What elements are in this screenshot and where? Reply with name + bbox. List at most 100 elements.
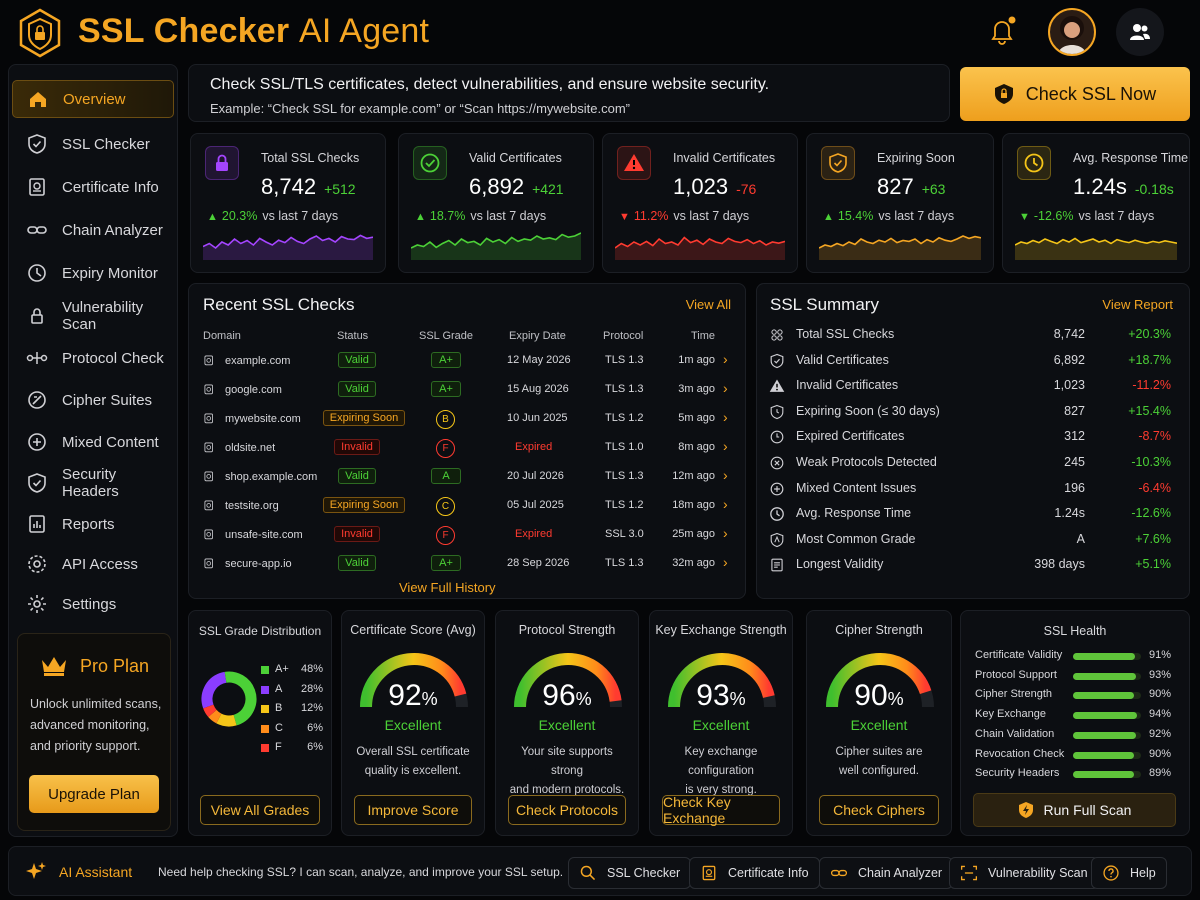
summary-delta: -6.4% <box>1138 480 1171 495</box>
pro-plan-title: Pro Plan <box>80 656 150 676</box>
sidebar-item-protocol-check[interactable]: Protocol Check <box>12 339 174 377</box>
view-all-link[interactable]: View All <box>685 297 731 312</box>
sidebar-item-mixed-content[interactable]: Mixed Content <box>12 423 174 461</box>
table-row[interactable]: oldsite.net Invalid F Expired TLS 1.0 8m ago › <box>189 435 745 464</box>
gauge-value: 93% <box>650 679 792 713</box>
gauge-action-button[interactable]: Check Key Exchange <box>662 794 780 826</box>
stat-sparkline <box>203 234 373 260</box>
check-ssl-now-button[interactable]: Check SSL Now <box>960 67 1190 121</box>
team-icon[interactable] <box>1116 8 1164 56</box>
domain-cell: google.com <box>203 383 282 397</box>
view-full-history-link[interactable]: View Full History <box>399 580 496 595</box>
sidebar-item-vulnerability-scan[interactable]: Vulnerability Scan <box>12 297 174 335</box>
column-header[interactable]: Domain <box>203 330 241 342</box>
sidebar-item-label: Overview <box>63 90 126 108</box>
status-badge: Expiring Soon <box>322 410 406 426</box>
table-row[interactable]: example.com Valid A+ 12 May 2026 TLS 1.3 1m a… <box>189 348 745 377</box>
sidebar-item-cipher-suites[interactable]: Cipher Suites <box>12 381 174 419</box>
status-cell: Invalid <box>329 439 385 455</box>
sidebar-item-reports[interactable]: Reports <box>12 505 174 543</box>
app-logo-icon <box>18 8 62 58</box>
chevron-right-icon[interactable]: › <box>723 380 728 396</box>
health-bar-fill <box>1073 712 1137 720</box>
health-bar-fill <box>1073 672 1137 680</box>
status-badge: Invalid <box>334 526 380 542</box>
column-header[interactable]: Protocol <box>603 330 644 342</box>
stat-value: 6,892 <box>469 174 525 199</box>
chevron-right-icon[interactable]: › <box>723 554 728 570</box>
gauge-title: Cipher Strength <box>835 623 923 637</box>
table-row[interactable]: secure-app.io Valid A+ 28 Sep 2026 TLS 1.3 32… <box>189 551 745 580</box>
chevron-right-icon[interactable]: › <box>723 438 728 454</box>
legend-item: C 6% <box>261 722 323 738</box>
pro-plan-card: Pro Plan Unlock unlimited scans, advance… <box>17 633 171 831</box>
table-row[interactable]: testsite.org Expiring Soon C 05 Jul 2025 TLS… <box>189 493 745 522</box>
crown-icon <box>40 654 68 681</box>
stat-card-expiring-soon: Expiring Soon 827 +63 ▲ 15.4% vs last 7 days <box>806 133 994 273</box>
health-label: Security Headers <box>975 767 1060 780</box>
legend-label: F <box>275 741 282 753</box>
column-header[interactable]: Expiry Date <box>509 330 566 342</box>
chevron-right-icon[interactable]: › <box>723 496 728 512</box>
summary-label: Valid Certificates <box>796 352 889 367</box>
stat-trend-suffix: vs last 7 days <box>878 209 955 223</box>
summary-row: Total SSL Checks 8,742 +20.3% <box>757 324 1177 349</box>
stat-trend-suffix: vs last 7 days <box>262 209 339 223</box>
quick-button-label: SSL Checker <box>607 866 681 880</box>
view-report-link[interactable]: View Report <box>1102 297 1173 312</box>
chevron-right-icon[interactable]: › <box>723 351 728 367</box>
sidebar-item-label: Mixed Content <box>62 433 159 451</box>
sidebar-item-settings[interactable]: Settings <box>12 585 174 623</box>
table-row[interactable]: mywebsite.com Expiring Soon B 10 Jun 2025 TL… <box>189 406 745 435</box>
sidebar-item-certificate-info[interactable]: Certificate Info <box>12 168 174 206</box>
gauge-action-button[interactable]: Improve Score <box>354 795 472 825</box>
gauge-rating: Excellent <box>850 717 908 733</box>
chevron-right-icon[interactable]: › <box>723 525 728 541</box>
status-cell: Valid <box>329 555 385 571</box>
chevron-right-icon[interactable]: › <box>723 467 728 483</box>
gauge-action-button[interactable]: Check Protocols <box>508 795 626 825</box>
run-full-scan-button[interactable]: Run Full Scan <box>973 793 1176 827</box>
gauge-number: 92 <box>388 679 422 712</box>
health-label: Chain Validation <box>975 727 1055 740</box>
stat-trend-suffix: vs last 7 days <box>1078 209 1155 223</box>
column-header[interactable]: Status <box>337 330 369 342</box>
health-bar <box>1073 692 1141 700</box>
status-badge: Expiring Soon <box>322 497 406 513</box>
avatar[interactable] <box>1048 8 1096 56</box>
column-header[interactable]: SSL Grade <box>419 330 474 342</box>
sidebar: Overview SSL Checker Certificate Info Chain… <box>8 64 178 837</box>
summary-row: Most Common Grade A +7.6% <box>757 529 1177 554</box>
table-row[interactable]: shop.example.com Valid A 20 Jul 2026 TLS 1.3… <box>189 464 745 493</box>
domain-cell: example.com <box>203 354 290 368</box>
quick-help-button[interactable]: Help <box>1091 857 1167 889</box>
legend-label: B <box>275 702 283 714</box>
sidebar-item-expiry-monitor[interactable]: Expiry Monitor <box>12 254 174 292</box>
sidebar-item-chain-analyzer[interactable]: Chain Analyzer <box>12 211 174 249</box>
health-percent: 93% <box>1148 668 1171 681</box>
table-row[interactable]: unsafe-site.com Invalid F Expired SSL 3.0 25m… <box>189 522 745 551</box>
view-all-grades-button[interactable]: View All Grades <box>200 795 320 825</box>
gauge-action-button[interactable]: Check Ciphers <box>819 795 939 825</box>
stat-label: Expiring Soon <box>877 151 955 165</box>
bell-icon[interactable] <box>988 16 1016 46</box>
gauge-number: 90 <box>854 679 888 712</box>
sidebar-item-overview[interactable]: Overview <box>12 80 174 118</box>
quick-chain-analyzer-button[interactable]: Chain Analyzer <box>819 857 954 889</box>
upgrade-plan-button[interactable]: Upgrade Plan <box>29 775 159 813</box>
quick-vulnerability-scan-button[interactable]: Vulnerability Scan <box>949 857 1099 889</box>
quick-certificate-info-button[interactable]: Certificate Info <box>689 857 820 889</box>
intro-banner: Check SSL/TLS certificates, detect vulne… <box>188 64 950 122</box>
chevron-right-icon[interactable]: › <box>723 409 728 425</box>
table-row[interactable]: google.com Valid A+ 15 Aug 2026 TLS 1.3 3m ag… <box>189 377 745 406</box>
quick-button-label: Chain Analyzer <box>858 866 943 880</box>
sidebar-item-api-access[interactable]: API Access <box>12 545 174 583</box>
chain-icon <box>830 864 848 882</box>
sidebar-item-security-headers[interactable]: Security Headers <box>12 464 174 502</box>
stat-trend-suffix: vs last 7 days <box>470 209 547 223</box>
gauge-description: Overall SSL certificate quality is excell… <box>350 743 476 781</box>
sidebar-item-ssl-checker[interactable]: SSL Checker <box>12 125 174 163</box>
column-header[interactable]: Time <box>691 330 716 342</box>
report-icon <box>26 513 48 535</box>
quick-ssl-checker-button[interactable]: SSL Checker <box>568 857 692 889</box>
